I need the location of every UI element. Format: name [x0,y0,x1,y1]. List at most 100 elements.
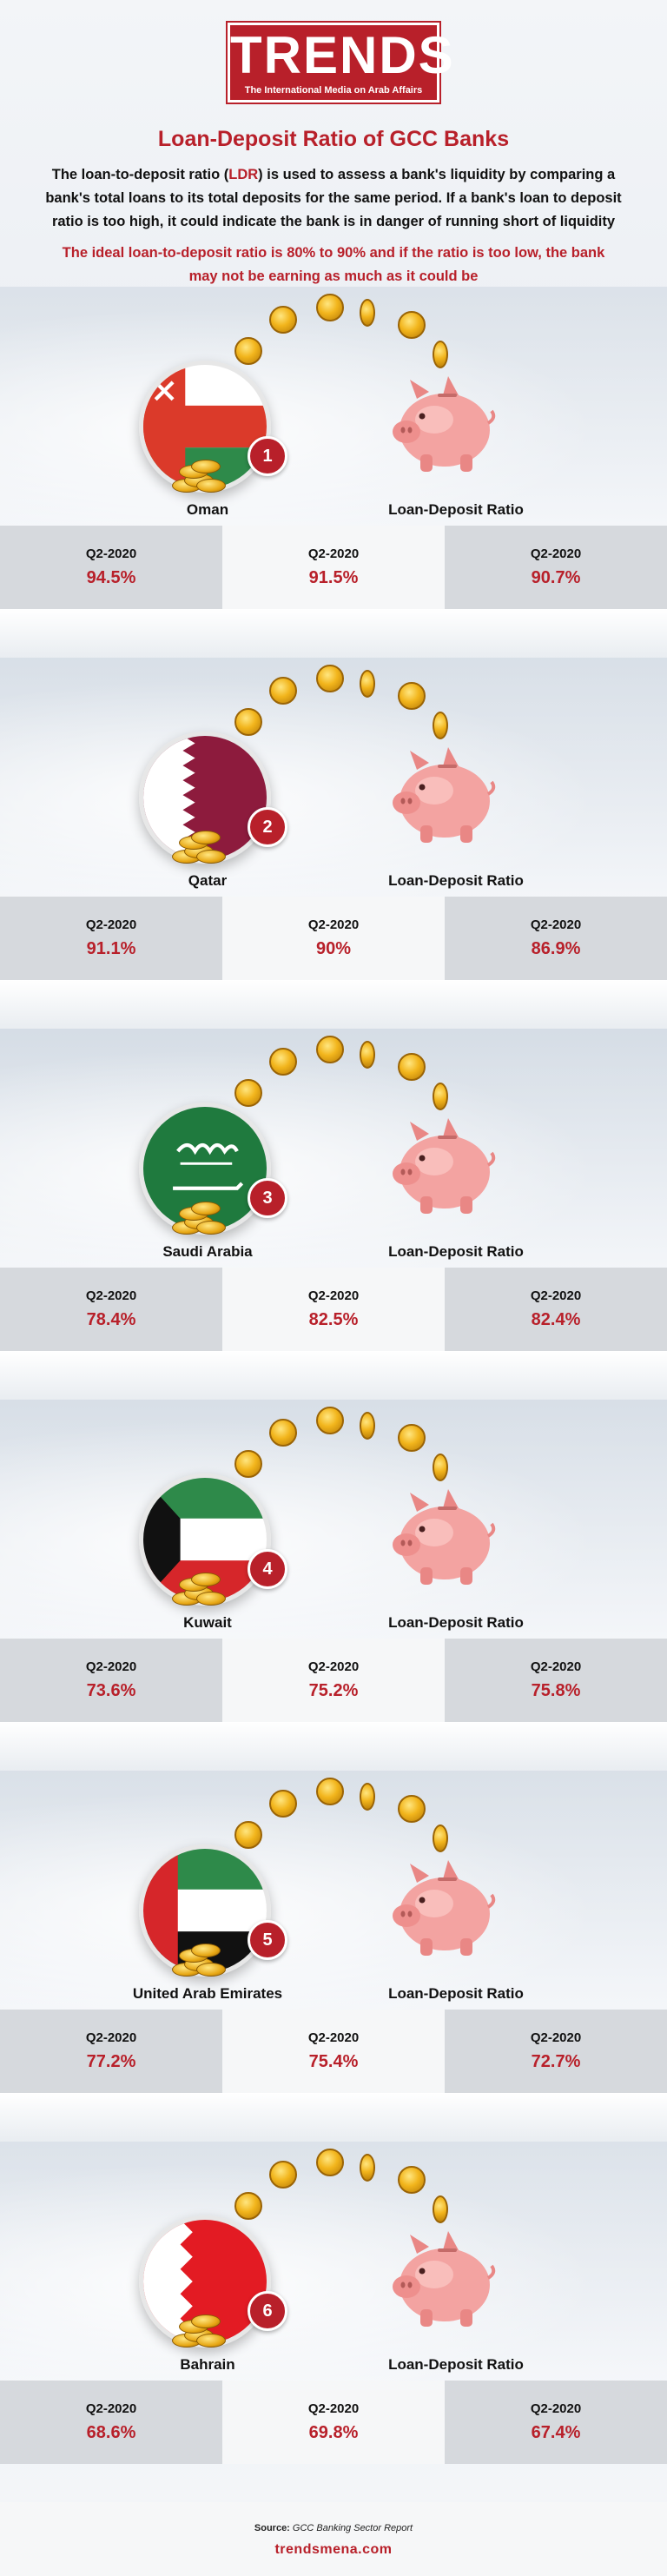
logo-word: TRENDS [230,26,455,84]
ratio-cell: Q2-2020 75.4% [222,2010,445,2093]
coin-icon [433,712,448,739]
period-label: Q2-2020 [307,2401,360,2416]
ratio-value: 68.6% [86,2423,136,2442]
section-divider [0,1351,667,1400]
coin-icon [269,306,297,334]
ratio-cell: Q2-2020 90% [222,897,445,980]
period-label: Q2-2020 [85,917,137,932]
ratio-value: 69.8% [308,2423,359,2442]
ratio-value: 75.8% [531,1681,581,1700]
coin-icon [269,2161,297,2189]
period-label: Q2-2020 [85,2401,137,2416]
source-label: Source: [254,2523,290,2533]
piggy-bank-icon [382,2215,504,2337]
rank-badge: 5 [248,1920,287,1960]
coin-icon [398,1795,426,1823]
section-divider [0,1722,667,1771]
period-label: Q2-2020 [530,2401,582,2416]
country-name: Qatar [188,872,228,889]
coin-icon [234,337,262,365]
ratio-label: Loan-Deposit Ratio [388,1985,524,2002]
section-background [0,1771,667,2010]
period-label: Q2-2020 [85,1288,137,1303]
coin-stack-icon [165,2311,226,2349]
coin-icon [398,1424,426,1452]
section-divider [0,609,667,658]
ratio-value: 73.6% [86,1681,136,1700]
ratio-cell: Q2-2020 67.4% [445,2381,667,2464]
ratio-value: 75.4% [308,2052,359,2071]
ratio-value: 82.5% [308,1310,359,1329]
section-divider [0,980,667,1029]
piggy-bank-icon [382,732,504,853]
period-label: Q2-2020 [530,917,582,932]
coin-icon [398,1053,426,1081]
coin-icon [269,677,297,705]
period-label: Q2-2020 [85,1659,137,1674]
coin-icon [360,670,375,698]
coin-icon [269,1790,297,1818]
rank-badge: 3 [248,1178,287,1218]
page-title: Loan-Deposit Ratio of GCC Banks [157,127,510,151]
ratio-value: 75.2% [308,1681,359,1700]
ratio-cell: Q2-2020 90.7% [445,526,667,609]
coin-icon [234,1079,262,1107]
ratio-band: Q2-2020 94.5% Q2-2020 91.5% Q2-2020 90.7% [0,526,667,609]
coin-icon [433,1824,448,1852]
coin-stack-icon [165,1569,226,1607]
coin-icon [316,294,344,321]
ratio-cell: Q2-2020 91.1% [0,897,222,980]
period-label: Q2-2020 [530,1288,582,1303]
ratio-cell: Q2-2020 91.5% [222,526,445,609]
rank-badge: 1 [248,436,287,476]
coin-icon [269,1419,297,1447]
ratio-cell: Q2-2020 82.5% [222,1268,445,1351]
ratio-cell: Q2-2020 75.8% [445,1639,667,1722]
coin-icon [234,2192,262,2220]
ratio-cell: Q2-2020 78.4% [0,1268,222,1351]
section-background [0,1029,667,1268]
ratio-cell: Q2-2020 77.2% [0,2010,222,2093]
site-link[interactable]: trendsmena.com [274,2542,393,2557]
ratio-cell: Q2-2020 75.2% [222,1639,445,1722]
country-section: 5 United Arab Emirates Loan-Deposit Ratio Q… [0,1771,667,2142]
intro-ideal-ratio: The ideal loan-to-deposit ratio is 80% t… [62,245,605,284]
source-line: Source: GCC Banking Sector Report [0,2523,667,2533]
period-label: Q2-2020 [530,1659,582,1674]
coin-icon [360,2154,375,2182]
period-label: Q2-2020 [307,1659,360,1674]
intro-part1: The loan-to-deposit ratio ( [51,167,229,182]
ratio-band: Q2-2020 78.4% Q2-2020 82.5% Q2-2020 82.4% [0,1268,667,1351]
coin-icon [433,2195,448,2223]
coin-icon [234,708,262,736]
country-section: 2 Qatar Loan-Deposit Ratio Q2-2020 91.1% Q2-2… [0,658,667,1029]
ratio-value: 91.1% [86,939,136,958]
coin-icon [316,665,344,692]
country-name: United Arab Emirates [132,1985,283,2002]
rank-badge: 6 [248,2291,287,2331]
ratio-value: 67.4% [531,2423,581,2442]
ratio-cell: Q2-2020 82.4% [445,1268,667,1351]
coin-icon [234,1450,262,1478]
coin-icon [269,1048,297,1076]
logo-tagline: The International Media on Arab Affairs [244,85,423,96]
ratio-value: 90.7% [531,568,581,587]
rank-badge: 4 [248,1549,287,1589]
ratio-band: Q2-2020 77.2% Q2-2020 75.4% Q2-2020 72.7% [0,2010,667,2093]
intro-text: The loan-to-deposit ratio (LDR) is used … [30,163,637,234]
piggy-bank-icon [382,1844,504,1966]
coin-icon [360,1783,375,1811]
country-name: Bahrain [180,2356,235,2373]
period-label: Q2-2020 [85,2030,137,2045]
coin-icon [433,341,448,368]
coin-icon [360,1412,375,1440]
ratio-label: Loan-Deposit Ratio [388,501,524,518]
country-section: 4 Kuwait Loan-Deposit Ratio Q2-2020 73.6% Q2-… [0,1400,667,1771]
coin-icon [360,299,375,327]
coin-icon [398,311,426,339]
coin-stack-icon [165,1198,226,1236]
coin-icon [360,1041,375,1069]
piggy-bank-icon [382,361,504,482]
ratio-cell: Q2-2020 94.5% [0,526,222,609]
ratio-cell: Q2-2020 68.6% [0,2381,222,2464]
